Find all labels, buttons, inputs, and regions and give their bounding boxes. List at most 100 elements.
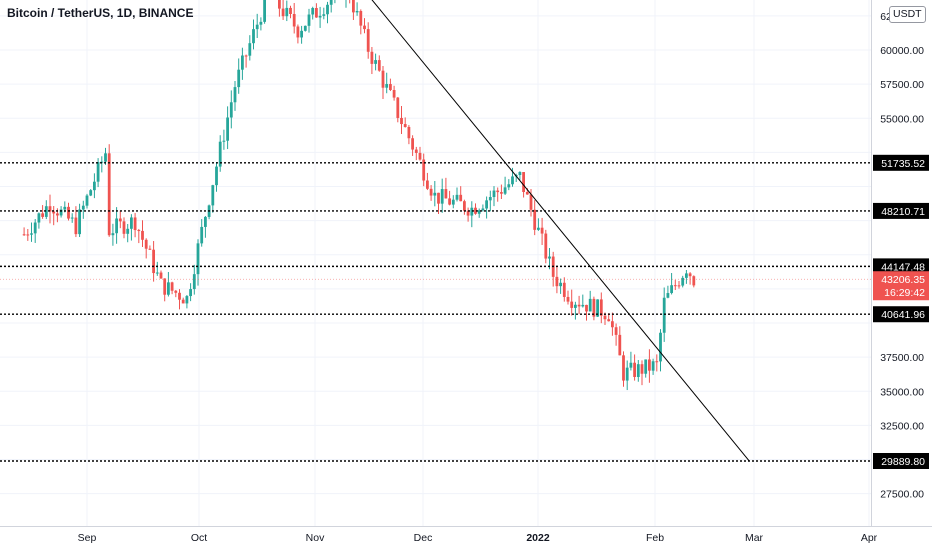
horizontal-levels xyxy=(0,162,871,462)
candle xyxy=(96,158,100,188)
time-tick-label: Mar xyxy=(745,532,764,544)
candle xyxy=(577,295,581,315)
time-tick-label: Feb xyxy=(646,532,664,544)
candle xyxy=(459,186,463,202)
candle xyxy=(70,213,74,223)
candle xyxy=(315,3,318,18)
candle xyxy=(85,193,89,209)
candle xyxy=(414,146,418,161)
time-tick-label: Sep xyxy=(78,532,97,544)
candle xyxy=(407,125,411,145)
time-tick-label: Dec xyxy=(414,532,433,544)
candle xyxy=(89,189,93,197)
candle xyxy=(244,54,248,68)
candle xyxy=(648,349,651,383)
candle xyxy=(611,312,614,336)
price-level-label: 40641.96 xyxy=(881,309,925,321)
candle xyxy=(488,190,492,212)
time-axis[interactable]: Sep Oct Nov Dec 2022 Feb Mar Apr xyxy=(78,532,878,544)
candle xyxy=(448,190,451,206)
candle xyxy=(426,172,429,191)
candle xyxy=(159,270,163,279)
candle xyxy=(585,304,588,321)
candle xyxy=(474,203,477,215)
time-tick-label: Apr xyxy=(861,532,878,544)
candle xyxy=(400,105,403,135)
candle xyxy=(318,6,322,28)
candle xyxy=(673,279,677,291)
candle xyxy=(133,213,137,238)
price-tick-label: 27500.00 xyxy=(880,489,924,501)
candle xyxy=(429,185,433,201)
candle xyxy=(681,275,685,288)
candle xyxy=(237,58,241,94)
candle xyxy=(485,196,488,219)
candle xyxy=(222,129,226,150)
candle xyxy=(533,200,537,236)
candle xyxy=(192,264,196,295)
candle xyxy=(559,278,562,294)
candle xyxy=(26,229,30,241)
candle xyxy=(644,359,648,378)
candle xyxy=(263,0,266,24)
candle xyxy=(115,207,118,244)
trendline[interactable] xyxy=(346,0,750,462)
candle xyxy=(640,360,644,386)
candle xyxy=(155,261,159,276)
candle xyxy=(581,294,585,308)
candle xyxy=(215,161,218,192)
candle xyxy=(500,184,503,199)
candle xyxy=(185,294,189,309)
candle xyxy=(74,206,78,238)
candle xyxy=(477,208,481,218)
candle xyxy=(278,0,281,17)
candle xyxy=(196,239,200,286)
price-level-label: 48210.71 xyxy=(881,206,925,218)
candle xyxy=(296,24,300,44)
candle xyxy=(562,277,566,302)
candles xyxy=(22,0,696,391)
candle xyxy=(470,201,474,228)
candle xyxy=(285,0,289,22)
candle xyxy=(385,72,389,94)
candle xyxy=(685,270,688,284)
candle xyxy=(670,273,673,295)
candle xyxy=(334,0,336,4)
candle xyxy=(255,13,259,39)
candle xyxy=(141,220,144,248)
candle xyxy=(492,186,496,207)
price-axis[interactable]: 62500.0060000.0057500.0055000.0037500.00… xyxy=(880,11,924,501)
candle xyxy=(174,289,178,298)
candle xyxy=(389,78,392,92)
candle xyxy=(181,297,185,304)
candle xyxy=(33,219,37,243)
price-tick-label: 55000.00 xyxy=(880,113,924,125)
candle xyxy=(322,7,326,20)
last-price-label-box xyxy=(873,271,929,301)
grid-lines xyxy=(0,0,871,526)
candle xyxy=(688,272,692,285)
currency-button[interactable]: USDT xyxy=(889,6,926,23)
last-price-label: 43206.35 xyxy=(881,274,925,286)
price-labels: 51735.52 48210.71 44147.48 40641.96 29889.80… xyxy=(873,154,929,470)
candle xyxy=(292,3,296,34)
candle xyxy=(252,19,255,50)
candle xyxy=(622,351,625,387)
candle xyxy=(78,203,81,238)
candle xyxy=(651,358,655,375)
candle xyxy=(518,171,522,180)
candle xyxy=(30,222,33,242)
candle xyxy=(259,17,263,31)
price-tick-label: 32500.00 xyxy=(880,420,924,432)
candle xyxy=(167,272,170,297)
candle xyxy=(355,2,359,16)
candle xyxy=(289,5,292,19)
candle xyxy=(93,173,96,199)
time-tick-label: Oct xyxy=(191,532,207,544)
candle xyxy=(377,55,381,72)
candle xyxy=(122,217,126,239)
candle xyxy=(207,204,211,220)
candle xyxy=(411,135,414,156)
candle xyxy=(329,0,333,13)
